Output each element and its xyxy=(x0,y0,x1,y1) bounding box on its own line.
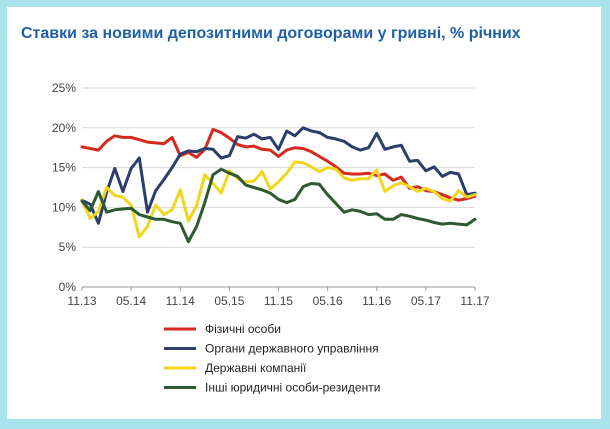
x-tick-label: 05.17 xyxy=(411,294,441,308)
series-line-4 xyxy=(80,167,477,244)
y-tick-label: 5% xyxy=(59,240,77,254)
chart-card: Ставки за новими депозитними договорами … xyxy=(7,7,601,419)
legend-label-3: Державні компанії xyxy=(205,361,307,375)
y-tick-label: 20% xyxy=(52,121,76,135)
y-tick-label: 25% xyxy=(52,81,76,95)
line-chart: 0% 5% 10% 15% 20% 25% 11.13 05.14 11.14 05.15 11.1… xyxy=(52,81,490,395)
x-tick-label: 11.13 xyxy=(67,294,96,308)
y-tick-label: 0% xyxy=(59,280,77,294)
x-tick-label: 11.16 xyxy=(362,294,391,308)
series-line-2 xyxy=(80,126,477,225)
chart-title: Ставки за новими депозитними договорами … xyxy=(21,25,521,42)
x-tick-label: 11.15 xyxy=(264,294,293,308)
legend-label-4: Інші юридичні особи-резиденти xyxy=(205,381,380,395)
legend-label-2: Органи державного управління xyxy=(205,342,379,356)
x-tick-label: 05.16 xyxy=(313,294,343,308)
x-tick-label: 05.14 xyxy=(116,294,146,308)
x-tick-label: 05.15 xyxy=(214,294,244,308)
x-tick-label: 11.14 xyxy=(166,294,195,308)
x-tick-label: 11.17 xyxy=(460,294,489,308)
y-tick-label: 10% xyxy=(52,200,76,214)
y-tick-label: 15% xyxy=(52,161,76,175)
series-line-3 xyxy=(80,160,477,239)
legend-label-1: Фізичні особи xyxy=(205,322,281,336)
